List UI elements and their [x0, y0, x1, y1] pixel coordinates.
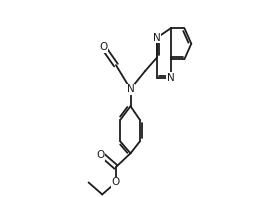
- Text: N: N: [167, 73, 175, 83]
- Text: N: N: [127, 84, 134, 94]
- Text: O: O: [99, 42, 107, 52]
- Text: N: N: [153, 33, 161, 43]
- Text: O: O: [112, 177, 120, 187]
- Text: O: O: [96, 150, 105, 160]
